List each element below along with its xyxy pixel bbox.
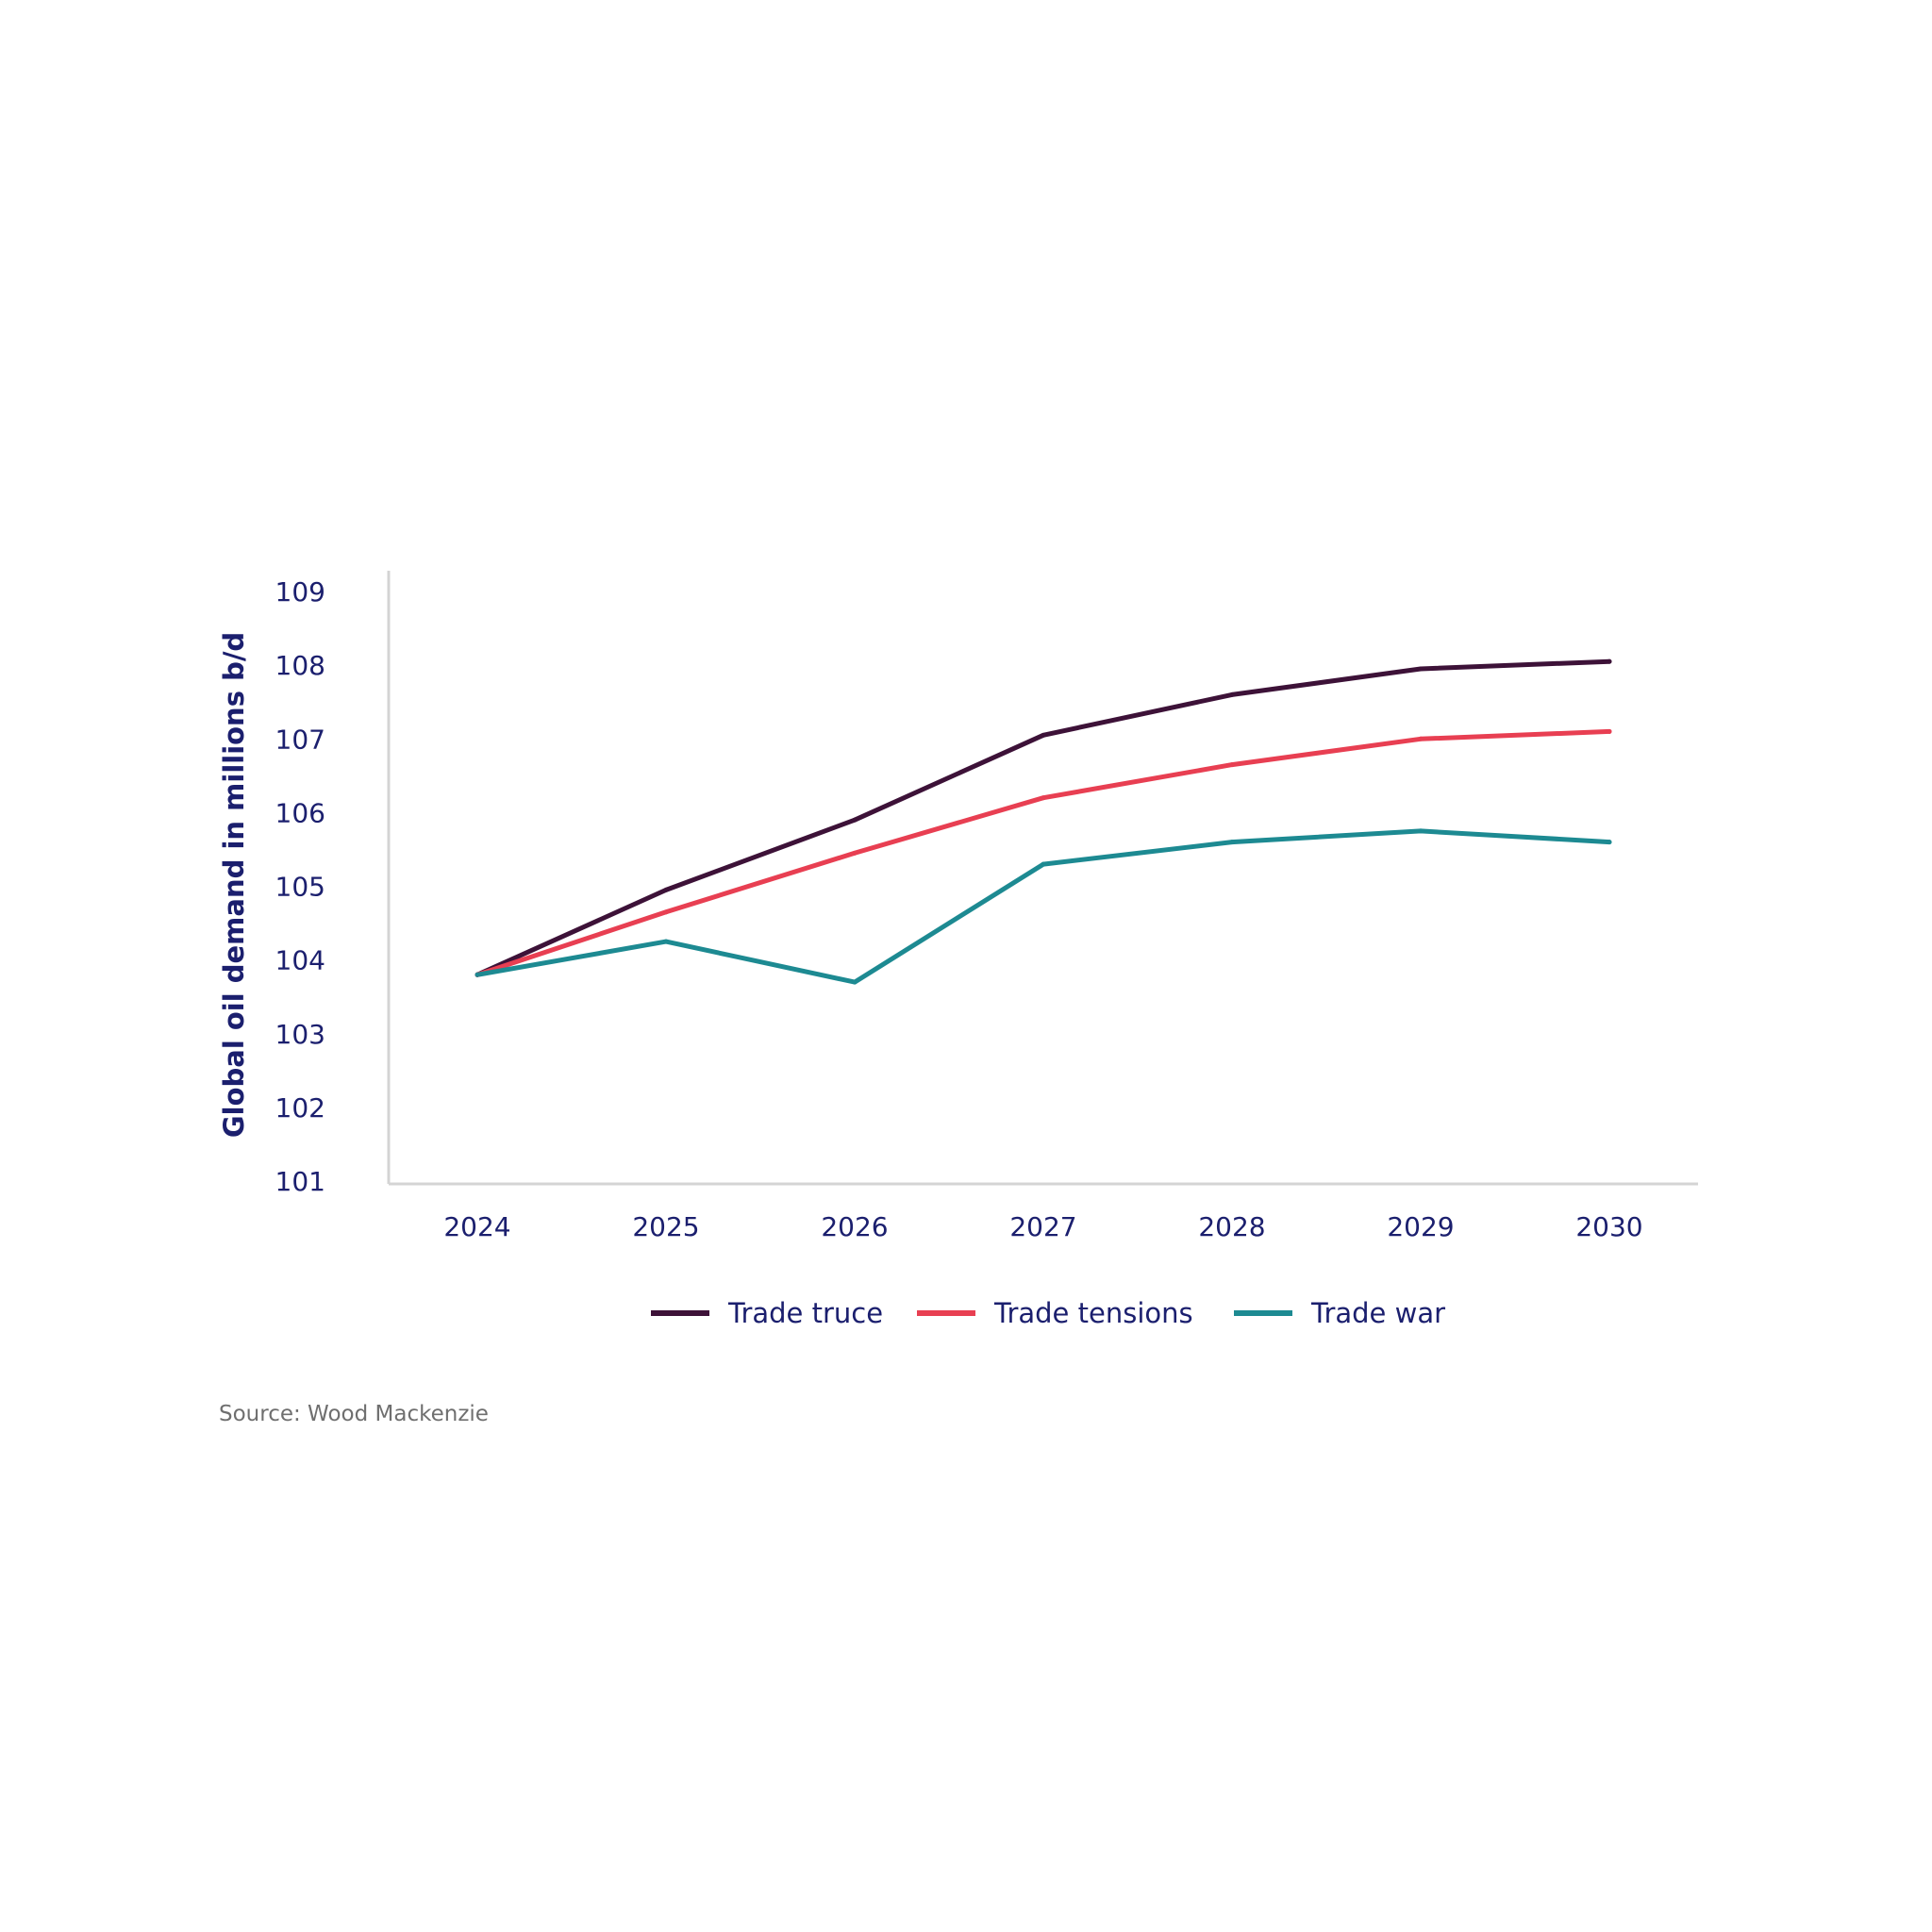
y-tick-labels: 101 102 103 104 105 106 107 108 109 [275,576,325,1197]
legend: Trade truce Trade tensions Trade war [651,1297,1445,1329]
data-point [1607,658,1612,664]
legend-label: Trade truce [727,1297,883,1329]
data-point [1607,840,1612,845]
data-point [1041,795,1046,801]
y-tick-label: 109 [275,576,325,608]
data-point [1229,840,1235,845]
x-tick-label: 2028 [1198,1211,1265,1242]
x-tick-label: 2030 [1575,1211,1642,1242]
y-axis-title: Global oil demand in millions b/d [218,632,250,1138]
data-point [1418,736,1424,741]
x-tick-label: 2029 [1387,1211,1454,1242]
legend-item: Trade tensions [917,1297,1193,1329]
data-point [1041,732,1046,738]
data-point [1229,762,1235,768]
y-tick-label: 103 [275,1019,325,1050]
data-point [1418,666,1424,672]
x-tick-label: 2024 [443,1211,510,1242]
y-tick-label: 104 [275,945,325,976]
data-point [852,850,858,856]
data-point [1229,691,1235,697]
legend-item: Trade truce [651,1297,883,1329]
data-point [852,817,858,823]
y-tick-label: 106 [275,797,325,828]
y-axis-title-group: Global oil demand in millions b/d [218,632,250,1138]
data-point [852,979,858,985]
y-tick-label: 101 [275,1166,325,1197]
data-point [663,909,669,915]
data-point [1418,828,1424,834]
data-point [1041,861,1046,867]
x-tick-label: 2026 [821,1211,888,1242]
legend-label: Trade tensions [993,1297,1193,1329]
data-point [1607,728,1612,734]
legend-item: Trade war [1234,1297,1445,1329]
axes [387,571,1698,1186]
y-tick-label: 102 [275,1092,325,1124]
x-tick-labels: 2024 2025 2026 2027 2028 2029 2030 [443,1211,1642,1242]
legend-label: Trade war [1310,1297,1445,1329]
x-tick-label: 2025 [632,1211,699,1242]
y-tick-label: 107 [275,724,325,755]
data-point [663,887,669,892]
y-tick-label: 108 [275,650,325,681]
data-point [663,939,669,944]
data-point [475,972,480,977]
x-tick-label: 2027 [1009,1211,1076,1242]
series-lines [475,658,1612,985]
y-tick-label: 105 [275,872,325,903]
source-note: Source: Wood Mackenzie [219,1402,489,1426]
